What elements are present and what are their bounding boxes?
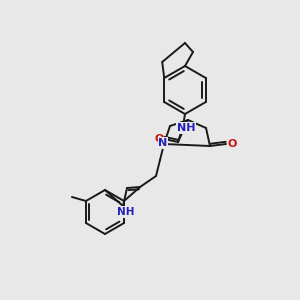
Text: O: O (227, 139, 237, 149)
Text: NH: NH (177, 123, 195, 133)
Text: N: N (158, 138, 168, 148)
Text: NH: NH (117, 207, 135, 217)
Text: O: O (154, 134, 164, 144)
